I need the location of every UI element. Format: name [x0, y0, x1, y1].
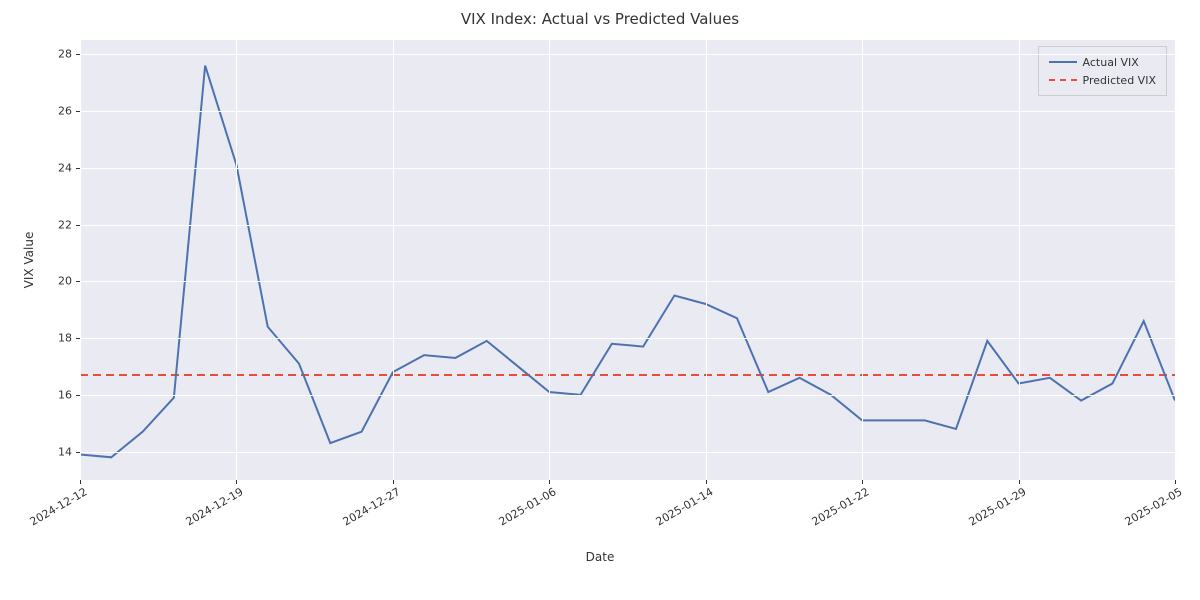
gridline-h	[80, 111, 1175, 112]
gridline-v	[80, 40, 81, 480]
x-tick-label: 2025-01-06	[494, 480, 559, 528]
gridline-h	[80, 395, 1175, 396]
legend-swatch	[1049, 61, 1077, 63]
y-tick-label: 26	[58, 104, 80, 117]
legend-swatch	[1049, 79, 1077, 81]
gridline-h	[80, 452, 1175, 453]
x-axis-label: Date	[0, 550, 1200, 564]
gridline-v	[1019, 40, 1020, 480]
x-tick-label: 2024-12-12	[25, 480, 90, 528]
chart-container: VIX Index: Actual vs Predicted Values Ac…	[0, 0, 1200, 600]
legend-label: Actual VIX	[1083, 56, 1139, 69]
gridline-h	[80, 54, 1175, 55]
y-tick-label: 24	[58, 161, 80, 174]
gridline-v	[549, 40, 550, 480]
x-tick-label: 2025-01-29	[963, 480, 1028, 528]
legend-item: Predicted VIX	[1049, 71, 1156, 89]
x-tick-label: 2025-01-22	[807, 480, 872, 528]
chart-title: VIX Index: Actual vs Predicted Values	[0, 10, 1200, 28]
y-tick-label: 18	[58, 332, 80, 345]
actual-line	[80, 66, 1175, 458]
gridline-h	[80, 168, 1175, 169]
y-tick-label: 20	[58, 275, 80, 288]
x-tick-label: 2024-12-19	[181, 480, 246, 528]
y-tick-label: 22	[58, 218, 80, 231]
legend-label: Predicted VIX	[1083, 74, 1156, 87]
gridline-h	[80, 225, 1175, 226]
gridline-v	[236, 40, 237, 480]
gridline-v	[1175, 40, 1176, 480]
gridline-v	[862, 40, 863, 480]
y-tick-label: 14	[58, 445, 80, 458]
gridline-h	[80, 338, 1175, 339]
x-tick-label: 2025-01-14	[650, 480, 715, 528]
x-tick-label: 2024-12-27	[337, 480, 402, 528]
legend-item: Actual VIX	[1049, 53, 1156, 71]
y-tick-label: 16	[58, 388, 80, 401]
y-tick-label: 28	[58, 48, 80, 61]
chart-lines	[80, 40, 1175, 480]
x-tick-label: 2025-02-05	[1120, 480, 1185, 528]
gridline-v	[706, 40, 707, 480]
y-axis-label: VIX Value	[22, 232, 36, 289]
plot-area: Actual VIXPredicted VIX 1416182022242628…	[80, 40, 1175, 480]
gridline-v	[393, 40, 394, 480]
gridline-h	[80, 281, 1175, 282]
